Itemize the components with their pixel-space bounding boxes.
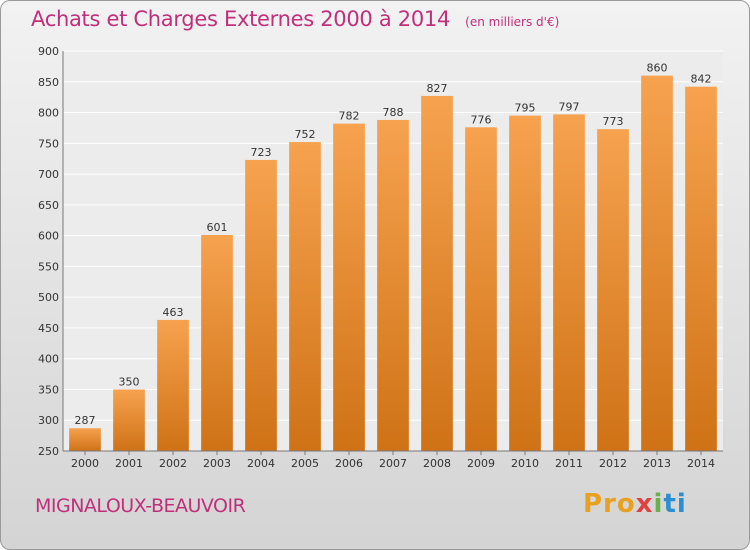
title-units: (en milliers d'€)	[465, 15, 560, 29]
y-tick-label: 900	[38, 45, 59, 58]
bar-2004	[245, 159, 277, 451]
data-label: 463	[163, 306, 184, 319]
bar-2000	[69, 428, 101, 451]
data-label: 795	[515, 102, 536, 115]
data-label: 752	[295, 128, 316, 141]
x-tick-label: 2001	[115, 457, 143, 470]
x-tick-label: 2014	[687, 457, 715, 470]
x-tick-label: 2004	[247, 457, 275, 470]
proxiti-logo: Proxiti	[583, 489, 687, 519]
data-label: 287	[75, 414, 96, 427]
x-tick-label: 2002	[159, 457, 187, 470]
bar-2008	[421, 95, 453, 451]
chart-title: Achats et Charges Externes 2000 à 2014 (…	[31, 7, 559, 31]
bar-2010	[509, 115, 541, 451]
bar-2003	[201, 235, 233, 451]
data-label: 782	[339, 110, 360, 123]
y-tick-label: 650	[38, 199, 59, 212]
y-tick-label: 550	[38, 260, 59, 273]
data-label: 827	[427, 82, 448, 95]
logo-part-2: x	[635, 489, 654, 519]
data-label: 601	[207, 221, 228, 234]
x-tick-label: 2008	[423, 457, 451, 470]
bar-2006	[333, 123, 365, 451]
logo-part-3: i	[653, 489, 664, 519]
data-label: 776	[471, 113, 492, 126]
x-tick-label: 2000	[71, 457, 99, 470]
title-main: Achats et Charges Externes 2000 à 2014	[31, 7, 451, 31]
y-tick-label: 700	[38, 168, 59, 181]
data-label: 350	[119, 375, 140, 388]
logo-part-4: ti	[663, 489, 687, 519]
data-label: 860	[647, 62, 668, 75]
bar-2011	[553, 114, 585, 451]
place-name: MIGNALOUX-BEAUVOIR	[35, 495, 246, 517]
x-tick-label: 2011	[555, 457, 583, 470]
y-tick-label: 250	[38, 445, 59, 458]
bar-2012	[597, 129, 629, 451]
y-tick-label: 800	[38, 107, 59, 120]
x-tick-label: 2006	[335, 457, 363, 470]
bar-2002	[157, 319, 189, 451]
bar-2001	[113, 389, 145, 451]
logo-part-1: Pro	[583, 489, 636, 519]
data-label: 723	[251, 146, 272, 159]
data-label: 788	[383, 106, 404, 119]
x-tick-label: 2009	[467, 457, 495, 470]
bar-2009	[465, 127, 497, 452]
bar-2013	[641, 75, 673, 451]
y-tick-label: 850	[38, 76, 59, 89]
y-tick-label: 350	[38, 383, 59, 396]
data-label: 797	[559, 100, 580, 113]
x-tick-label: 2012	[599, 457, 627, 470]
x-tick-label: 2003	[203, 457, 231, 470]
y-tick-label: 500	[38, 291, 59, 304]
data-label: 842	[691, 73, 712, 86]
x-tick-label: 2013	[643, 457, 671, 470]
x-tick-label: 2010	[511, 457, 539, 470]
y-tick-label: 600	[38, 230, 59, 243]
data-label: 773	[603, 115, 624, 128]
y-tick-label: 450	[38, 322, 59, 335]
y-tick-label: 750	[38, 137, 59, 150]
y-tick-label: 400	[38, 353, 59, 366]
x-tick-label: 2007	[379, 457, 407, 470]
x-tick-label: 2005	[291, 457, 319, 470]
bar-2005	[289, 142, 321, 452]
y-tick-label: 300	[38, 414, 59, 427]
bar-2014	[685, 86, 717, 451]
bar-2007	[377, 119, 409, 451]
